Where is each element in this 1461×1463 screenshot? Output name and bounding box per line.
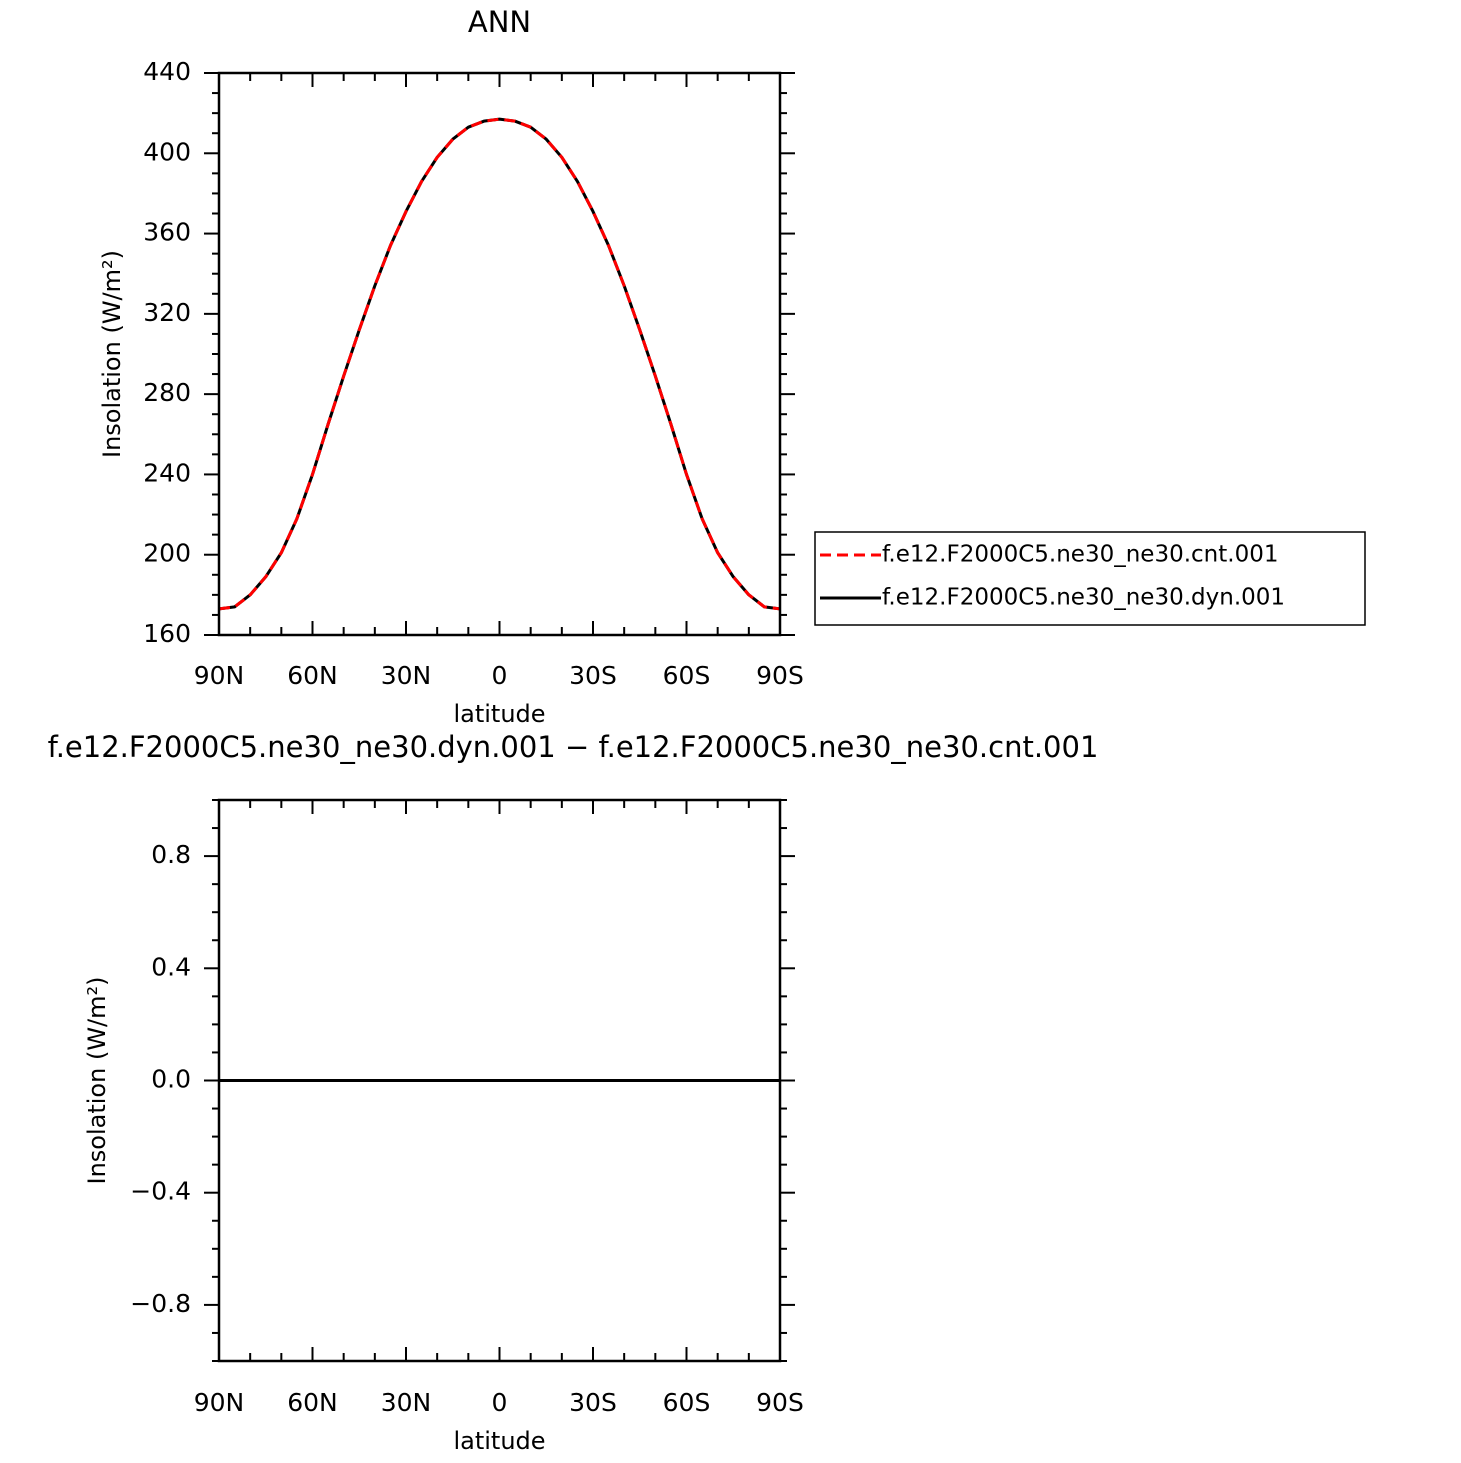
y-tick-label: 240 (143, 458, 191, 487)
y-axis-label: Insolation (W/m²) (83, 977, 111, 1185)
y-tick-label: 160 (143, 619, 191, 648)
x-tick-label: 90N (194, 661, 245, 690)
x-axis-label: latitude (453, 700, 545, 728)
x-tick-label: 60S (663, 1388, 711, 1417)
x-tick-label: 60N (287, 1388, 338, 1417)
y-tick-label: 0.0 (151, 1065, 191, 1094)
x-tick-label: 90S (756, 1388, 804, 1417)
y-tick-label: 0.4 (151, 952, 191, 981)
x-tick-label: 30N (381, 1388, 432, 1417)
chart-panel-1: ANN 90N 60N 30N 0 30S 60S 90S latitude 160 200 240 2… (98, 5, 1366, 728)
chart-title: ANN (468, 5, 531, 39)
series-group (219, 117, 780, 611)
chart-panel-2: f.e12.F2000C5.ne30_ne30.dyn.001 − f.e12.… (48, 730, 1099, 1455)
series-line-2 (219, 117, 780, 611)
x-tick-label: 90N (194, 1388, 245, 1417)
legend: f.e12.F2000C5.ne30_ne30.cnt.001 f.e12.F20… (814, 531, 1366, 626)
x-tick-label: 30S (569, 1388, 617, 1417)
y-tick-label: 320 (143, 298, 191, 327)
x-tick-label: 60S (663, 661, 711, 690)
legend-label-2: f.e12.F2000C5.ne30_ne30.dyn.001 (882, 585, 1285, 611)
y-tick-label: 280 (143, 378, 191, 407)
x-tick-label: 30N (381, 661, 432, 690)
x-tick-label: 0 (492, 1388, 508, 1417)
series-line-1 (219, 117, 780, 611)
x-tick-label: 0 (492, 661, 508, 690)
x-tick-label: 90S (756, 661, 804, 690)
plot-frame (217, 71, 782, 637)
x-tick-label: 60N (287, 661, 338, 690)
chart-title: f.e12.F2000C5.ne30_ne30.dyn.001 − f.e12.… (48, 730, 1099, 764)
y-tick-label: 200 (143, 539, 191, 568)
y-tick-label: 400 (143, 137, 191, 166)
y-axis-label: Insolation (W/m²) (98, 250, 126, 458)
y-tick-label: 0.8 (151, 840, 191, 869)
x-axis-label: latitude (453, 1427, 545, 1455)
y-tick-label: 360 (143, 218, 191, 247)
x-tick-label: 30S (569, 661, 617, 690)
y-tick-label: 440 (143, 57, 191, 86)
legend-box (814, 531, 1366, 626)
y-tick-label: −0.4 (130, 1177, 191, 1206)
y-tick-label: −0.8 (130, 1289, 191, 1318)
legend-label-1: f.e12.F2000C5.ne30_ne30.cnt.001 (882, 542, 1278, 568)
